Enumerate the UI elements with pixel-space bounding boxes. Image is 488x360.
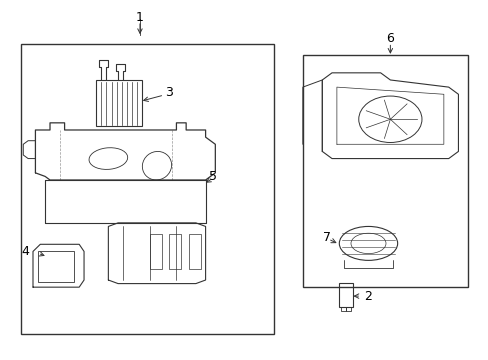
Bar bbox=[96, 80, 142, 126]
Bar bbox=[169, 234, 181, 269]
Text: 7: 7 bbox=[323, 231, 330, 244]
Bar bbox=[188, 234, 201, 269]
Bar bbox=[149, 234, 162, 269]
Bar bbox=[302, 55, 467, 287]
Bar bbox=[346, 307, 350, 311]
Text: 2: 2 bbox=[364, 289, 372, 303]
Text: 3: 3 bbox=[165, 86, 173, 99]
Text: 5: 5 bbox=[208, 170, 217, 183]
Bar bbox=[21, 44, 273, 334]
Bar bbox=[341, 307, 346, 311]
Text: 1: 1 bbox=[136, 11, 143, 24]
Bar bbox=[38, 251, 74, 282]
Bar bbox=[339, 283, 352, 307]
Text: 4: 4 bbox=[22, 245, 30, 258]
Text: 6: 6 bbox=[386, 32, 393, 45]
